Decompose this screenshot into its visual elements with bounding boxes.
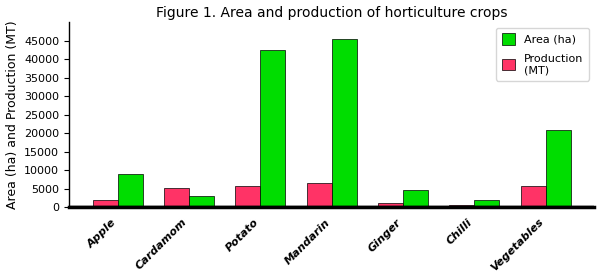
Legend: Area (ha), Production
(MT): Area (ha), Production (MT) bbox=[496, 28, 589, 81]
Bar bbox=[307, 183, 332, 207]
Bar bbox=[545, 129, 571, 207]
Bar bbox=[189, 196, 214, 207]
Y-axis label: Area (ha) and Production (MT): Area (ha) and Production (MT) bbox=[5, 20, 19, 209]
Bar bbox=[378, 203, 403, 207]
Title: Figure 1. Area and production of horticulture crops: Figure 1. Area and production of horticu… bbox=[156, 6, 508, 20]
Bar bbox=[118, 174, 143, 207]
Bar bbox=[164, 188, 189, 207]
Bar bbox=[260, 50, 286, 207]
Bar bbox=[475, 200, 499, 207]
Bar bbox=[332, 39, 356, 207]
Bar bbox=[403, 190, 428, 207]
Bar bbox=[93, 200, 118, 207]
Bar bbox=[235, 186, 260, 207]
Bar bbox=[449, 205, 475, 207]
Bar bbox=[521, 186, 545, 207]
